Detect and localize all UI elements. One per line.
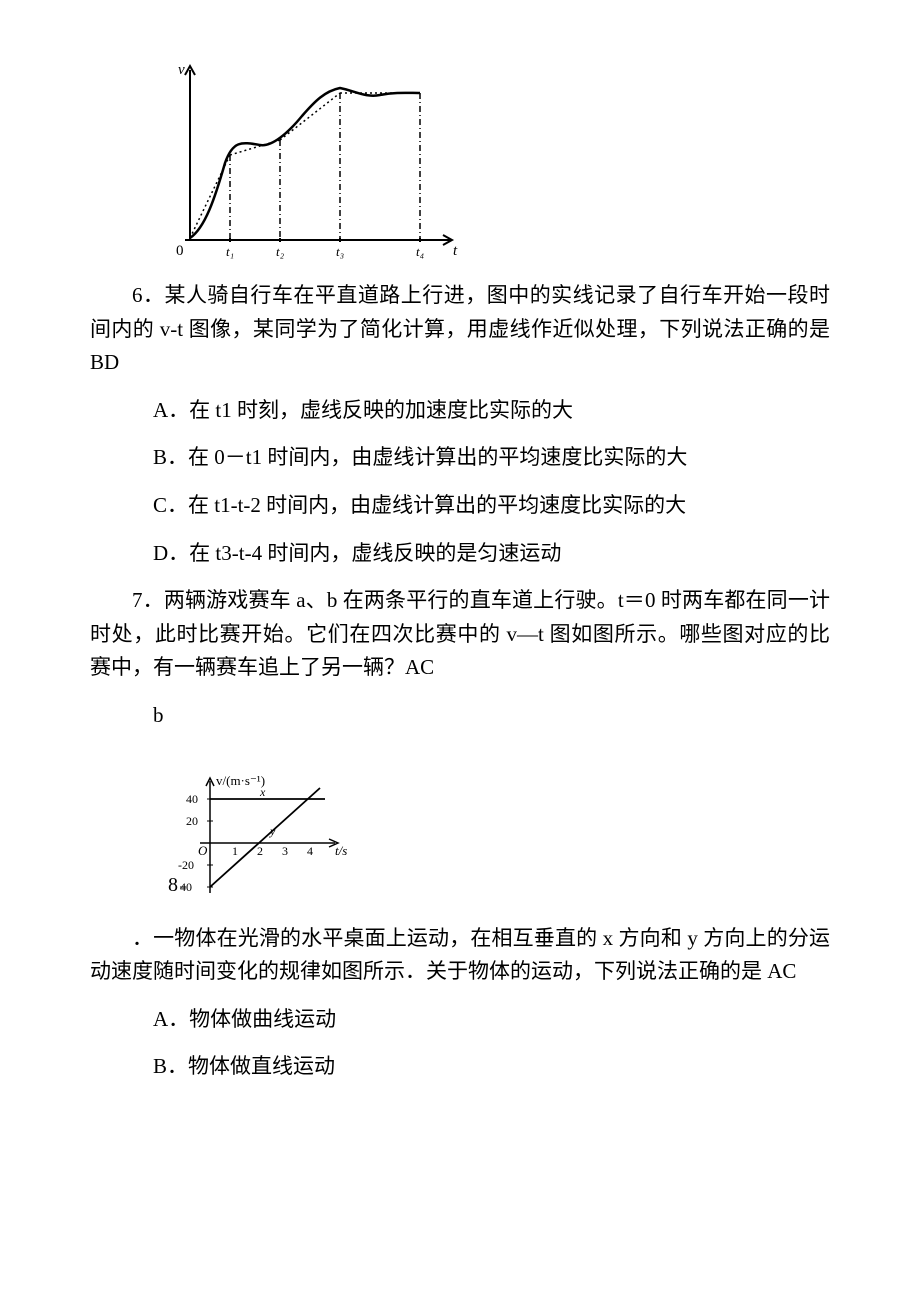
- svg-text:20: 20: [186, 814, 198, 828]
- q6-option-b: B．在 0－t1 时间内，由虚线计算出的平均速度比实际的大: [90, 441, 830, 475]
- vt-graph-1: 0 v t t₁ t₂ t₃ t₄: [160, 60, 460, 265]
- svg-text:1: 1: [232, 844, 238, 858]
- q7-stem: 7．两辆游戏赛车 a、b 在两条平行的直车道上行驶。t＝0 时两车都在同一计时处…: [90, 584, 830, 685]
- svg-text:y: y: [269, 824, 276, 838]
- vt-graph-2: v/(m·s⁻¹) t/s O 40 20 -20 40 1 2 3 4 x: [150, 773, 390, 908]
- svg-text:x: x: [259, 785, 266, 799]
- q6-option-c: C．在 t1-t-2 时间内，由虚线计算出的平均速度比实际的大: [90, 489, 830, 523]
- y-axis-label: v: [178, 62, 185, 78]
- svg-text:t₄: t₄: [416, 244, 425, 259]
- q6-option-a: A．在 t1 时刻，虚线反映的加速度比实际的大: [90, 394, 830, 428]
- chart2-ylabel: v/(m·s⁻¹): [216, 773, 265, 788]
- q8-stem: ．一物体在光滑的水平桌面上运动，在相互垂直的 x 方向和 y 方向上的分运动速度…: [90, 922, 830, 989]
- x-axis-label: t: [453, 243, 458, 259]
- q7-sub-label: b: [90, 699, 830, 733]
- chart2-xlabel: t/s: [335, 843, 347, 858]
- q8-number: 8: [168, 874, 178, 896]
- svg-text:t₁: t₁: [226, 244, 234, 259]
- q8-option-a: A．物体做曲线运动: [90, 1003, 830, 1037]
- q6-chart: 0 v t t₁ t₂ t₃ t₄: [160, 60, 830, 265]
- q6-option-d: D．在 t3-t-4 时间内，虚线反映的是匀速运动: [90, 537, 830, 571]
- svg-text:4: 4: [307, 844, 313, 858]
- svg-text:t₃: t₃: [336, 244, 344, 259]
- q8-chart: v/(m·s⁻¹) t/s O 40 20 -20 40 1 2 3 4 x: [150, 773, 830, 908]
- svg-text:40: 40: [186, 792, 198, 806]
- svg-text:-20: -20: [178, 858, 194, 872]
- q6-stem: 6．某人骑自行车在平直道路上行进，图中的实线记录了自行车开始一段时间内的 v-t…: [90, 279, 830, 380]
- svg-text:O: O: [198, 843, 208, 858]
- svg-text:3: 3: [282, 844, 288, 858]
- origin-label: 0: [176, 243, 184, 259]
- svg-text:t₂: t₂: [276, 244, 285, 259]
- q8-option-b: B．物体做直线运动: [90, 1050, 830, 1084]
- svg-text:2: 2: [257, 844, 263, 858]
